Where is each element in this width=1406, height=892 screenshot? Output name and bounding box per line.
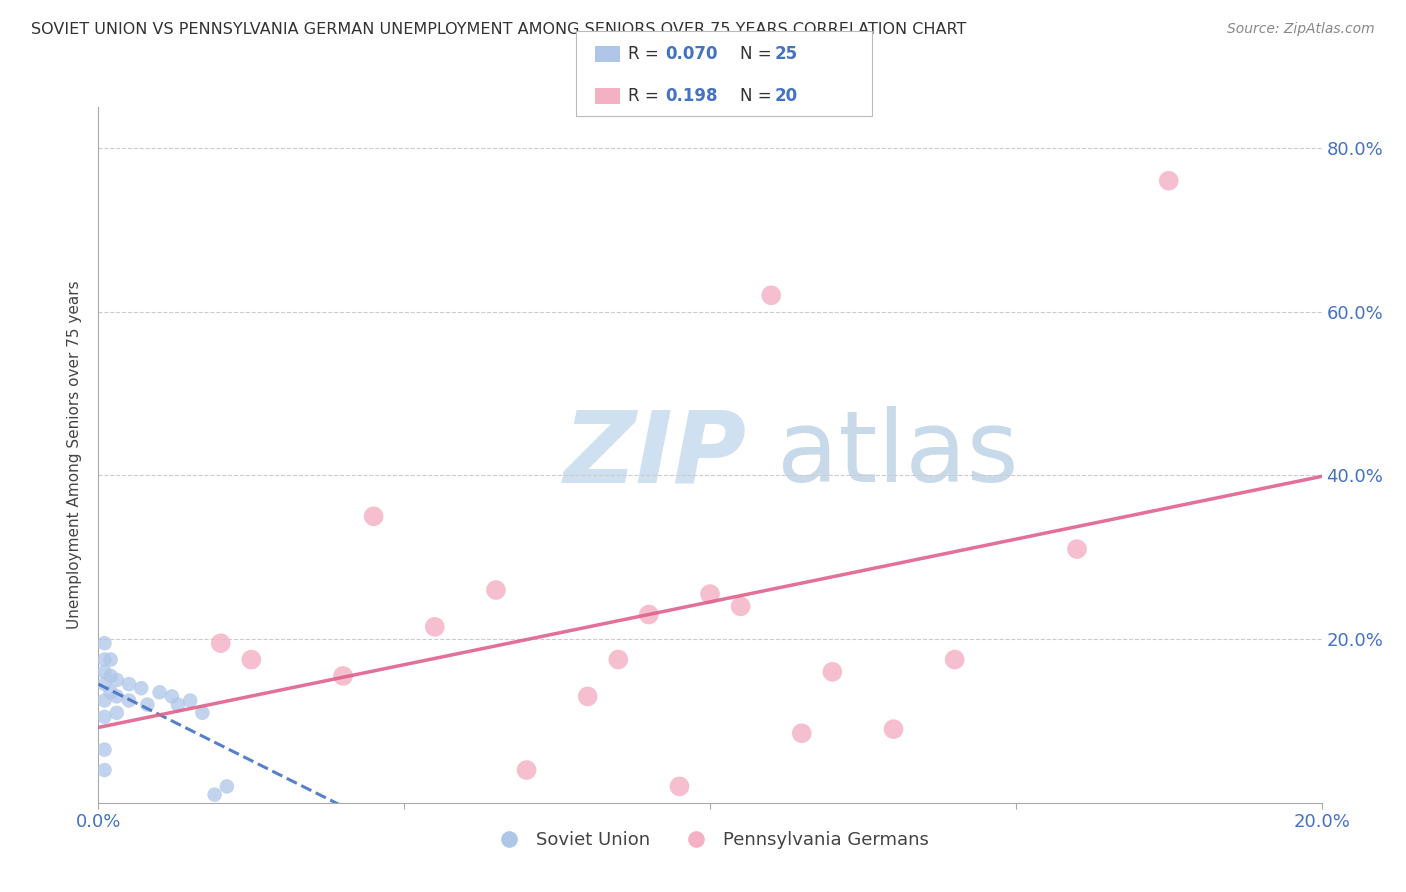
Point [167,698,190,712]
Text: 0.198: 0.198 [665,87,717,105]
Point [1066,542,1088,557]
Point [179,693,201,707]
Point [160,690,183,704]
Point [93,742,115,756]
Point [821,665,844,679]
Point [699,587,721,601]
Point [332,669,354,683]
Point [730,599,752,614]
Point [93,763,115,777]
Y-axis label: Unemployment Among Seniors over 75 years: Unemployment Among Seniors over 75 years [67,281,83,629]
Point [363,509,385,524]
Point [943,652,966,666]
Point [129,681,152,696]
Point [209,636,232,650]
Legend: Soviet Union, Pennsylvania Germans: Soviet Union, Pennsylvania Germans [484,824,936,856]
Point [93,636,115,650]
Point [118,677,141,691]
Point [100,652,122,666]
Point [191,706,214,720]
Point [423,620,446,634]
Point [136,698,159,712]
Point [485,582,508,597]
Text: 0.070: 0.070 [665,45,717,63]
Text: ZIP: ZIP [564,407,747,503]
Text: 25: 25 [775,45,797,63]
Point [637,607,661,622]
Point [149,685,172,699]
Point [759,288,782,302]
Point [93,677,115,691]
Text: R =: R = [628,87,669,105]
Point [668,780,690,794]
Point [118,693,141,707]
Point [215,780,238,794]
Point [93,710,115,724]
Text: N =: N = [740,45,776,63]
Text: N =: N = [740,87,776,105]
Point [100,685,122,699]
Point [105,690,128,704]
Text: SOVIET UNION VS PENNSYLVANIA GERMAN UNEMPLOYMENT AMONG SENIORS OVER 75 YEARS COR: SOVIET UNION VS PENNSYLVANIA GERMAN UNEM… [31,22,966,37]
Point [883,722,905,736]
Point [93,665,115,679]
Point [790,726,813,740]
Point [105,706,128,720]
Point [607,652,630,666]
Point [1157,174,1180,188]
Point [516,763,538,777]
Point [93,652,115,666]
Text: Source: ZipAtlas.com: Source: ZipAtlas.com [1227,22,1375,37]
Point [93,693,115,707]
Point [105,673,128,687]
Point [100,669,122,683]
Point [576,690,599,704]
Text: atlas: atlas [778,407,1019,503]
Point [204,788,226,802]
Text: 20: 20 [775,87,797,105]
Text: R =: R = [628,45,665,63]
Point [240,652,263,666]
